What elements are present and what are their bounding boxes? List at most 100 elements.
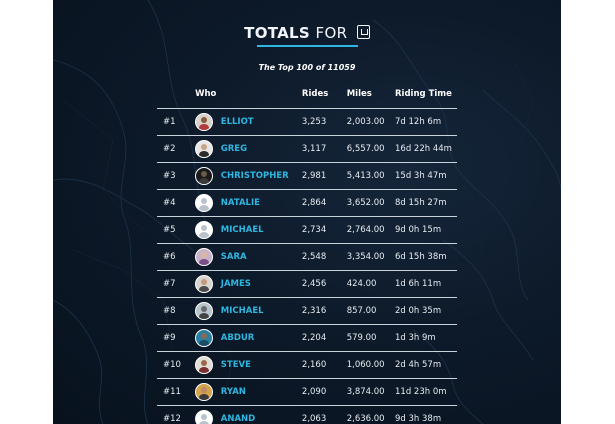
riding-time-cell: 9d 3h 38m (395, 405, 457, 424)
rides-cell: 3,253 (301, 108, 347, 136)
rider-name-link[interactable]: ELLIOT (220, 108, 302, 136)
table-header-row: Who Rides Miles Riding Time (157, 80, 457, 109)
rank-cell: #5 (157, 216, 196, 244)
table-row: #9 ABDUR 2,204 579.00 1d 3h 9m (157, 324, 457, 352)
avatar[interactable] (195, 302, 214, 320)
table-row: #2 GREG 3,117 6,557.00 16d 22h 44m (157, 135, 457, 163)
avatar[interactable] (195, 167, 214, 185)
avatar-cell (195, 378, 221, 406)
table-row: #8 MICHAEL 2,316 857.00 2d 0h 35m (157, 297, 457, 325)
rides-cell: 2,864 (301, 189, 347, 217)
miles-cell: 3,652.00 (346, 189, 396, 217)
rank-cell: #9 (157, 324, 196, 352)
miles-cell: 2,003.00 (346, 108, 396, 136)
avatar-head-icon (201, 225, 208, 231)
avatar[interactable] (195, 221, 214, 239)
table-row: #12 ANAND 2,063 2,636.00 9d 3h 38m (157, 405, 457, 424)
avatar-cell (195, 189, 221, 217)
avatar[interactable] (195, 248, 214, 266)
rider-name-link[interactable]: SARA (220, 243, 302, 271)
rides-cell: 2,090 (301, 378, 347, 406)
rider-name-link[interactable]: NATALIE (220, 189, 302, 217)
miles-cell: 3,354.00 (346, 243, 396, 271)
column-header-rank (157, 80, 196, 109)
avatar-body-icon (199, 340, 210, 346)
avatar-head-icon (201, 360, 208, 366)
avatar-cell (195, 243, 221, 271)
riding-time-cell: 1d 6h 11m (395, 270, 457, 298)
column-header-spacer (220, 80, 302, 109)
rider-name-link[interactable]: ANAND (220, 405, 302, 424)
miles-cell: 2,636.00 (346, 405, 396, 424)
avatar[interactable] (195, 383, 214, 401)
avatar-head-icon (201, 171, 208, 177)
rider-name-link[interactable]: CHRISTOPHER (220, 162, 302, 190)
avatar[interactable] (195, 140, 214, 158)
avatar[interactable] (195, 410, 214, 424)
rides-cell: 3,117 (301, 135, 347, 163)
uber-logo-icon (356, 25, 370, 39)
rank-cell: #12 (157, 405, 196, 424)
rank-cell: #1 (157, 108, 196, 136)
rides-cell: 2,160 (301, 351, 347, 379)
avatar-head-icon (201, 279, 208, 285)
table-row: #4 NATALIE 2,864 3,652.00 8d 15h 27m (157, 189, 457, 217)
avatar-body-icon (199, 394, 210, 400)
avatar-head-icon (201, 117, 208, 123)
column-header-riding-time: Riding Time (395, 80, 457, 109)
avatar-body-icon (199, 313, 210, 319)
avatar-body-icon (199, 124, 210, 130)
rank-cell: #4 (157, 189, 196, 217)
rider-name-link[interactable]: ABDUR (220, 324, 302, 352)
avatar[interactable] (195, 275, 214, 293)
miles-cell: 1,060.00 (346, 351, 396, 379)
leaderboard-table: Who Rides Miles Riding Time #1 ELLIOT 3,25… (157, 80, 457, 424)
rider-name-link[interactable]: RYAN (220, 378, 302, 406)
rider-name-link[interactable]: JAMES (220, 270, 302, 298)
miles-cell: 5,413.00 (346, 162, 396, 190)
avatar-body-icon (199, 286, 210, 292)
avatar-cell (195, 162, 221, 190)
avatar[interactable] (195, 356, 214, 374)
avatar-cell (195, 270, 221, 298)
avatar[interactable] (195, 113, 214, 131)
rides-cell: 2,316 (301, 297, 347, 325)
column-header-rides: Rides (301, 80, 347, 109)
riding-time-cell: 6d 15h 38m (395, 243, 457, 271)
avatar-head-icon (201, 333, 208, 339)
avatar-cell (195, 135, 221, 163)
avatar[interactable] (195, 329, 214, 347)
rank-cell: #11 (157, 378, 196, 406)
avatar-cell (195, 297, 221, 325)
rider-name-link[interactable]: MICHAEL (220, 297, 302, 325)
riding-time-cell: 16d 22h 44m (395, 135, 457, 163)
rider-name-link[interactable]: STEVE (220, 351, 302, 379)
rank-cell: #6 (157, 243, 196, 271)
avatar-body-icon (199, 421, 210, 424)
riding-time-cell: 2d 4h 57m (395, 351, 457, 379)
avatar-body-icon (199, 232, 210, 238)
rank-cell: #8 (157, 297, 196, 325)
miles-cell: 6,557.00 (346, 135, 396, 163)
miles-cell: 579.00 (346, 324, 396, 352)
leaderboard-panel: TOTALS FOR The Top 100 of 11059 Who Ride… (53, 0, 561, 424)
table-row: #7 JAMES 2,456 424.00 1d 6h 11m (157, 270, 457, 298)
avatar-body-icon (199, 151, 210, 157)
avatar-cell (195, 351, 221, 379)
riding-time-cell: 7d 12h 6m (395, 108, 457, 136)
rides-cell: 2,456 (301, 270, 347, 298)
rider-name-link[interactable]: MICHAEL (220, 216, 302, 244)
column-header-miles: Miles (346, 80, 396, 109)
riding-time-cell: 1d 3h 9m (395, 324, 457, 352)
rides-cell: 2,204 (301, 324, 347, 352)
leaderboard-rows: #1 ELLIOT 3,253 2,003.00 7d 12h 6m #2 GREG 3,11… (157, 108, 457, 424)
avatar-head-icon (201, 414, 208, 420)
rank-cell: #2 (157, 135, 196, 163)
avatar-head-icon (201, 144, 208, 150)
rider-name-link[interactable]: GREG (220, 135, 302, 163)
avatar-cell (195, 324, 221, 352)
title-for: FOR (315, 24, 348, 42)
avatar[interactable] (195, 194, 214, 212)
table-row: #5 MICHAEL 2,734 2,764.00 9d 0h 15m (157, 216, 457, 244)
title-totals: TOTALS (244, 24, 310, 42)
